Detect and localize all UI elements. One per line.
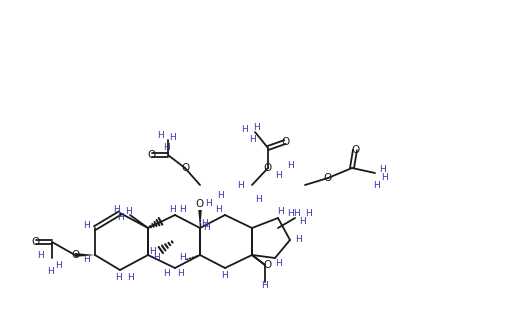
Text: H: H [294, 210, 301, 218]
Text: O: O [324, 173, 332, 183]
Polygon shape [75, 253, 95, 257]
Text: H: H [287, 210, 293, 218]
Text: H: H [221, 271, 228, 281]
Text: H: H [275, 171, 281, 179]
Text: H: H [169, 133, 176, 143]
Text: H: H [277, 208, 283, 216]
Text: H: H [306, 210, 313, 218]
Text: H: H [203, 223, 209, 233]
Polygon shape [199, 210, 202, 228]
Text: H: H [84, 222, 90, 230]
Text: H: H [113, 204, 119, 214]
Text: O: O [264, 163, 272, 173]
Text: H: H [55, 262, 61, 270]
Text: H: H [262, 282, 268, 290]
Text: H: H [153, 252, 159, 262]
Text: O: O [196, 199, 204, 209]
Text: H: H [276, 259, 282, 269]
Text: O: O [351, 145, 359, 155]
Text: H: H [180, 204, 187, 214]
Text: H: H [216, 204, 222, 214]
Text: H: H [374, 180, 380, 190]
Text: H: H [205, 199, 212, 209]
Text: H: H [180, 253, 187, 263]
Text: H: H [237, 180, 243, 190]
Text: H: H [294, 235, 301, 245]
Text: O: O [148, 150, 156, 160]
Text: H: H [46, 268, 53, 276]
Text: H: H [164, 270, 170, 278]
Text: H: H [163, 143, 169, 153]
Text: H: H [250, 135, 256, 143]
Text: O: O [281, 137, 289, 147]
Text: H: H [36, 252, 43, 260]
Text: H: H [287, 161, 293, 169]
Text: H: H [255, 196, 262, 204]
Text: H: H [254, 124, 260, 132]
Text: H: H [117, 212, 123, 222]
Text: H: H [125, 206, 131, 216]
Text: H: H [381, 173, 388, 183]
Text: O: O [264, 260, 272, 270]
Text: H: H [242, 125, 249, 133]
Text: H: H [201, 220, 207, 228]
Text: H: H [148, 247, 155, 257]
Text: H: H [115, 274, 121, 283]
Text: H: H [380, 165, 387, 173]
Text: H: H [218, 191, 225, 200]
Text: H: H [170, 204, 177, 214]
Text: O: O [32, 237, 40, 247]
Text: H: H [127, 274, 133, 283]
Text: O: O [181, 163, 189, 173]
Text: H: H [84, 254, 90, 264]
Text: O: O [71, 250, 79, 260]
Text: H: H [157, 131, 164, 141]
Text: H: H [300, 217, 306, 227]
Text: H: H [178, 270, 184, 278]
